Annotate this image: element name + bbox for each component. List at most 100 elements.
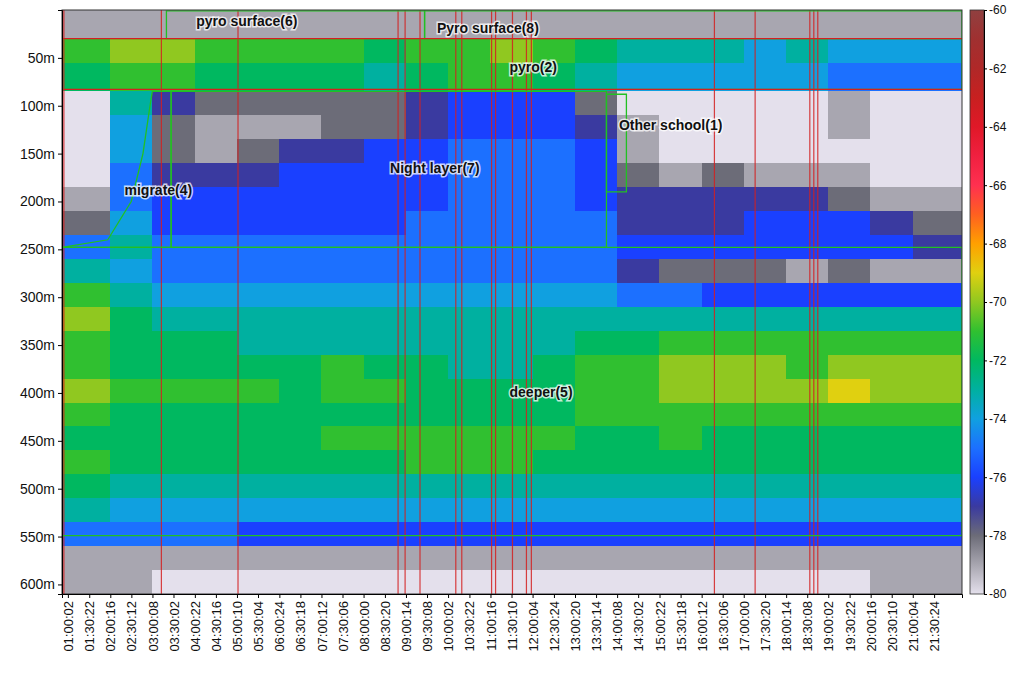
heat-cell	[702, 163, 744, 187]
heat-cell	[321, 211, 363, 235]
x-tick: 08:00:00	[357, 594, 372, 652]
bad-data-line	[237, 10, 238, 594]
tick-label: 11:00:16	[484, 601, 499, 651]
heat-cell	[533, 474, 575, 498]
heat-cell	[870, 187, 912, 211]
bad-data-line	[817, 10, 818, 594]
heat-cell	[870, 283, 912, 307]
heat-cell	[870, 474, 912, 498]
heat-cell	[533, 211, 575, 235]
x-tick: 03:30:02	[167, 594, 182, 652]
heat-cell	[913, 91, 962, 115]
heat-cell	[152, 10, 194, 39]
heat-cell	[786, 211, 828, 235]
tick-label: 02:00:16	[103, 601, 118, 652]
heat-cell	[364, 283, 406, 307]
tick-mark	[512, 594, 513, 598]
tick-mark	[660, 594, 661, 598]
heat-cell	[448, 39, 490, 63]
heat-cell	[702, 450, 744, 474]
tick-label: 17:00:00	[737, 601, 752, 652]
heat-cell	[62, 211, 110, 235]
heat-cell	[321, 570, 363, 594]
annotation: Other school(1)	[619, 117, 722, 133]
heat-cell	[828, 283, 870, 307]
heat-cell	[448, 115, 490, 139]
color-tick: -78	[984, 529, 1007, 543]
heat-cell	[575, 139, 617, 163]
heat-cell	[152, 63, 194, 92]
heat-cell	[828, 139, 870, 163]
heat-cell	[152, 211, 194, 235]
heat-cell	[364, 570, 406, 594]
heat-cell	[62, 307, 110, 331]
heat-cell	[617, 474, 659, 498]
bad-data-line	[419, 10, 420, 594]
heat-cell	[321, 498, 363, 522]
heat-cell	[828, 211, 870, 235]
heat-cell	[237, 63, 279, 92]
x-tick: 21:00:04	[906, 594, 921, 652]
heat-cell	[195, 546, 237, 570]
heat-cell	[110, 403, 152, 427]
heat-cell	[152, 331, 194, 355]
tick-label: 06:30:18	[293, 601, 308, 652]
heat-cell	[448, 450, 490, 474]
heat-cell	[448, 211, 490, 235]
heat-cell	[110, 63, 152, 92]
color-tick: -76	[984, 471, 1007, 485]
tick-label: 16:00:12	[695, 601, 710, 652]
heat-cell	[575, 570, 617, 594]
tick-mark	[343, 594, 344, 598]
heat-cell	[195, 283, 237, 307]
tick-label: 20:00:16	[864, 601, 879, 652]
heat-cell	[786, 450, 828, 474]
heat-cell	[279, 139, 321, 163]
heat-cell	[321, 403, 363, 427]
color-axis: -80-78-76-74-72-70-68-66-64-62-60	[984, 3, 1007, 601]
tick-mark	[765, 594, 766, 598]
x-tick: 20:00:16	[864, 594, 879, 652]
tick-mark	[984, 185, 987, 186]
axis-line	[58, 11, 63, 595]
heat-cell	[321, 259, 363, 283]
heat-cell	[533, 355, 575, 379]
heat-cell	[321, 474, 363, 498]
tick-mark	[58, 154, 62, 155]
heat-cell	[279, 39, 321, 63]
heat-cell	[279, 283, 321, 307]
y-axis: 50m100m150m200m250m300m350m400m450m500m5…	[20, 11, 63, 595]
heat-cell	[659, 426, 701, 450]
heat-cell	[279, 211, 321, 235]
heat-cell	[152, 307, 194, 331]
heat-cell	[702, 379, 744, 403]
tick-mark	[596, 594, 597, 598]
heat-cell	[110, 450, 152, 474]
x-tick: 18:30:08	[800, 594, 815, 652]
heat-cell	[702, 10, 744, 39]
heat-cell	[321, 355, 363, 379]
x-tick: 02:30:12	[124, 594, 139, 652]
x-tick: 19:30:22	[843, 594, 858, 652]
heat-cell	[913, 498, 962, 522]
color-tick: -70	[984, 295, 1007, 309]
heat-cell	[744, 379, 786, 403]
y-tick: 550m	[20, 529, 62, 545]
tick-mark	[385, 594, 386, 598]
tick-mark	[723, 594, 724, 598]
heat-cell	[913, 187, 962, 211]
heat-cell	[617, 450, 659, 474]
tick-label: -60	[989, 3, 1007, 17]
heat-cell	[828, 379, 870, 403]
heat-cell	[195, 91, 237, 115]
heat-cell	[533, 522, 575, 546]
heat-cell	[195, 355, 237, 379]
tick-mark	[984, 536, 987, 537]
heat-cell	[744, 115, 786, 139]
heat-cell	[110, 546, 152, 570]
heat-cell	[870, 403, 912, 427]
heat-cell	[406, 187, 448, 211]
tick-mark	[152, 594, 153, 598]
tick-label: 200m	[20, 193, 55, 209]
heat-cell	[406, 450, 448, 474]
